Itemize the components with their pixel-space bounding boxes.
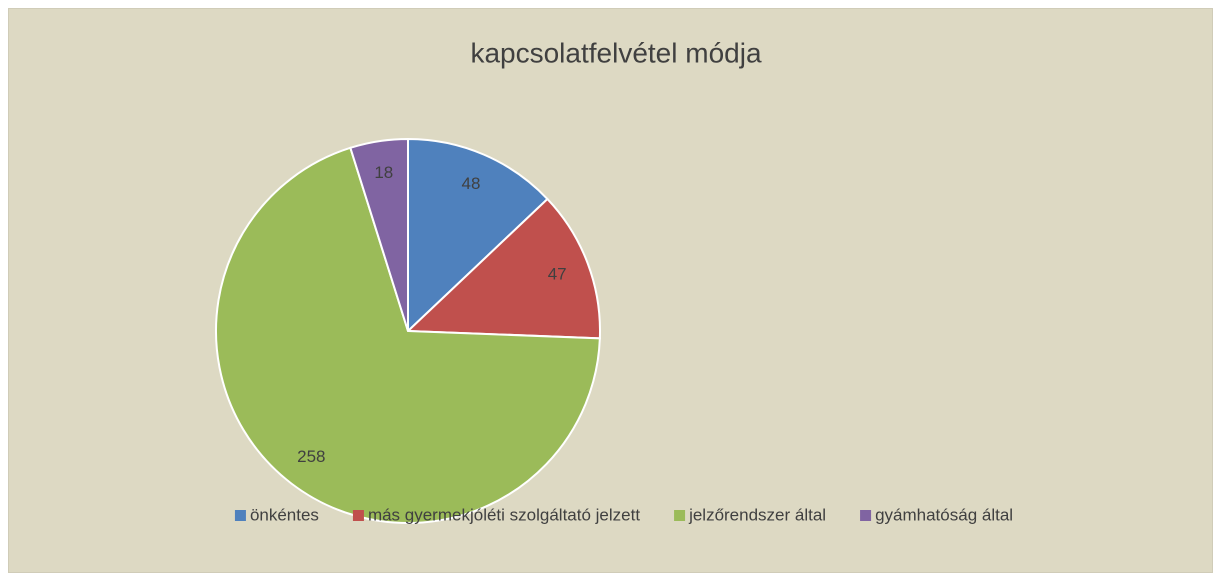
pie-slice bbox=[407, 137, 549, 334]
pie-slice bbox=[215, 146, 601, 524]
chart-title: kapcsolatfelvétel módja bbox=[470, 37, 761, 68]
legend-label: önkéntes bbox=[250, 505, 319, 524]
data-label: 47 bbox=[548, 264, 567, 283]
data-label: 48 bbox=[462, 174, 481, 193]
pie-slice bbox=[349, 137, 409, 332]
legend-swatch bbox=[674, 510, 686, 521]
data-label: 18 bbox=[374, 163, 393, 182]
pie-slice bbox=[405, 197, 601, 340]
legend-label: gyámhatóság által bbox=[875, 505, 1013, 524]
legend-swatch bbox=[860, 510, 872, 521]
chart-background bbox=[8, 8, 1213, 573]
legend-swatch bbox=[352, 510, 364, 521]
data-label: 258 bbox=[297, 447, 325, 466]
legend-swatch bbox=[234, 510, 246, 521]
legend-label: jelzőrendszer által bbox=[688, 505, 826, 524]
legend-label: más gyermekjóléti szolgáltató jelzett bbox=[368, 505, 640, 524]
